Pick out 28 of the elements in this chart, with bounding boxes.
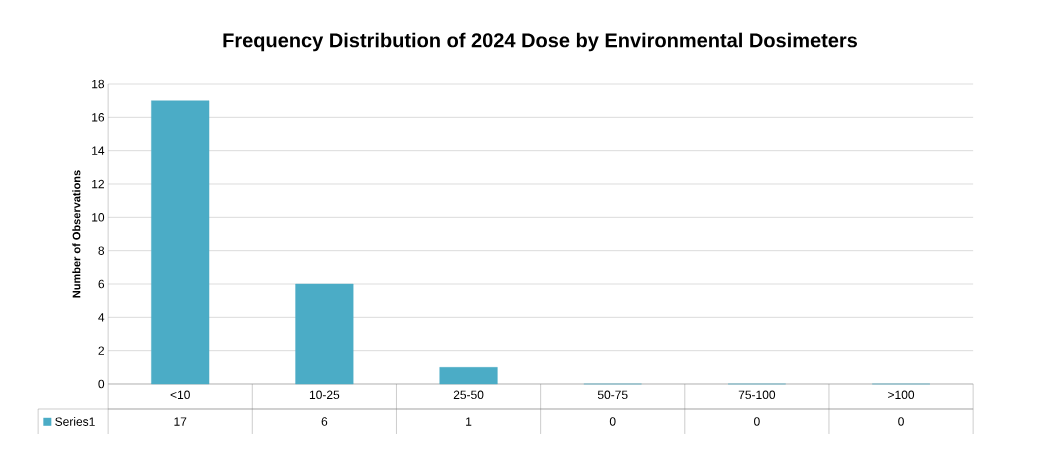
data-label: 17: [174, 417, 187, 426]
y-tick-label: 6: [98, 279, 105, 289]
y-tick-label: 10: [92, 213, 105, 222]
bar: [151, 100, 210, 385]
x-tick-label: >100: [888, 390, 915, 400]
y-tick-label: 18: [92, 79, 105, 89]
x-tick-label: <10: [170, 390, 190, 400]
y-tick-label: 0: [98, 379, 105, 389]
bar: [295, 283, 354, 385]
data-label: 0: [754, 417, 760, 426]
data-label: 0: [898, 417, 904, 426]
x-tick-label: 10-25: [309, 390, 340, 400]
y-axis-title: Number of Observations: [72, 170, 81, 298]
x-tick-label: 75-100: [738, 390, 776, 400]
y-tick-label: 8: [98, 246, 105, 255]
y-tick-label: 16: [92, 113, 105, 122]
x-tick-label: 25-50: [453, 390, 484, 400]
data-label: 1: [466, 417, 472, 426]
legend-label: Series1: [55, 417, 95, 426]
y-tick-label: 14: [92, 146, 105, 155]
data-label: 0: [609, 417, 616, 426]
data-label: 6: [321, 417, 328, 426]
y-tick-label: 12: [92, 179, 104, 189]
bar: [439, 367, 498, 385]
chart-title: Frequency Distribution of 2024 Dose by Environmental Dosimeters: [223, 32, 858, 52]
x-tick-label: 50-75: [597, 390, 628, 400]
y-tick-label: 2: [98, 346, 104, 355]
y-tick-label: 4: [98, 313, 105, 322]
